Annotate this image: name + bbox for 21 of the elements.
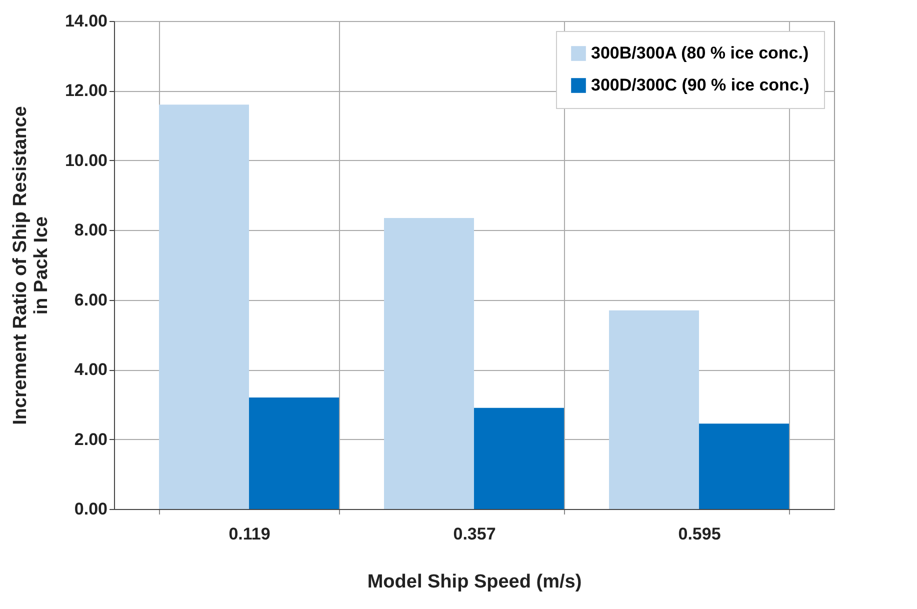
y-tick-label: 12.00 bbox=[64, 81, 108, 100]
legend-label: 300B/300A (80 % ice conc.) bbox=[591, 44, 809, 62]
bar bbox=[699, 424, 789, 509]
y-tick-label: 10.00 bbox=[64, 150, 108, 170]
y-tick-label: 0.00 bbox=[74, 500, 108, 518]
y-tick-label: 8.00 bbox=[74, 220, 108, 240]
x-tick-label: 0.119 bbox=[228, 524, 270, 544]
bar bbox=[384, 218, 474, 509]
y-tick-label: 6.00 bbox=[74, 290, 108, 310]
y-tick-label: 14.00 bbox=[64, 12, 108, 30]
x-axis-title: Model Ship Speed (m/s) bbox=[367, 572, 582, 592]
y-tick-label: 2.00 bbox=[74, 430, 108, 449]
bar bbox=[249, 397, 339, 509]
x-tick-label: 0.595 bbox=[678, 524, 721, 544]
bar bbox=[474, 408, 564, 509]
legend-label: 300D/300C (90 % ice conc.) bbox=[591, 76, 810, 94]
y-axis-title: Increment Ratio of Ship Resistance in Pack Ice bbox=[10, 106, 52, 425]
x-tick-label: 0.357 bbox=[453, 524, 496, 544]
y-tick-label: 4.00 bbox=[74, 360, 108, 380]
bar bbox=[159, 104, 249, 509]
bar bbox=[609, 310, 699, 509]
